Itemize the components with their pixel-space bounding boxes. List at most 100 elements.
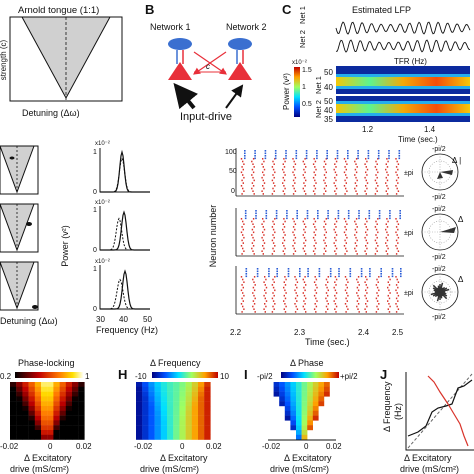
raster-spike-excitatory bbox=[271, 297, 274, 300]
delta-frequency-cell bbox=[148, 425, 155, 431]
delta-frequency-cell bbox=[142, 425, 149, 431]
delta-phase-cell bbox=[307, 415, 313, 421]
phase-locking-cell bbox=[16, 396, 23, 402]
raster-spike-excitatory bbox=[302, 278, 304, 281]
raster-spike-excitatory bbox=[356, 226, 358, 228]
raster-spike-excitatory bbox=[295, 292, 297, 294]
raster-spike-inhibitory bbox=[329, 275, 332, 278]
raster-ytick-0: 0 bbox=[231, 188, 235, 195]
delta-frequency-cell bbox=[179, 425, 186, 431]
panel-b-schematic: B Network 1 Network 2 c Input-drive bbox=[145, 2, 267, 123]
raster-spike-excitatory bbox=[240, 218, 243, 220]
delta-frequency-cell bbox=[204, 420, 211, 426]
raster-spike-excitatory bbox=[385, 236, 387, 239]
delta-phase-cell bbox=[284, 391, 291, 397]
raster-spike-excitatory bbox=[241, 239, 243, 242]
delta-frequency-cell bbox=[154, 420, 161, 426]
raster-spike-inhibitory bbox=[369, 275, 371, 278]
raster-spike-excitatory bbox=[357, 276, 360, 278]
raster-spike-excitatory bbox=[296, 300, 298, 302]
raster-spike-excitatory bbox=[262, 218, 264, 220]
phase-locking-cell bbox=[47, 406, 54, 411]
raster-spike-excitatory bbox=[335, 234, 338, 236]
raster-spike-inhibitory bbox=[316, 152, 318, 155]
raster-spike-excitatory bbox=[305, 179, 307, 182]
tfr-net1-label: Net 1 bbox=[314, 76, 323, 94]
raster-spike-excitatory bbox=[261, 250, 263, 252]
panel-delta-phase: I Δ Phase -pi/2 +pi/2 -0.02 0 0.02 Δ Exc… bbox=[244, 358, 358, 474]
raster-spike-excitatory bbox=[271, 284, 274, 286]
delta-phase-cell bbox=[324, 382, 330, 387]
raster-spike-excitatory bbox=[344, 276, 347, 278]
phase-locking-cell bbox=[10, 430, 17, 435]
raster-spike-excitatory bbox=[252, 176, 254, 179]
phase-locking-cell bbox=[59, 391, 66, 397]
delta-phase-xtick-3: 0.02 bbox=[326, 442, 342, 451]
tfr-colorbar bbox=[294, 67, 300, 117]
raster-spike-excitatory bbox=[283, 286, 285, 289]
raster-spike-excitatory bbox=[271, 193, 274, 195]
raster-spike-excitatory bbox=[387, 308, 389, 310]
raster-spike-excitatory bbox=[294, 190, 297, 192]
phase-locking-cell bbox=[41, 391, 48, 397]
raster-spike-inhibitory bbox=[357, 152, 359, 155]
polar-2-wedge bbox=[440, 227, 456, 233]
raster-spike-inhibitory bbox=[347, 155, 349, 157]
raster-spike-excitatory bbox=[283, 179, 286, 182]
delta-phase-cell bbox=[318, 396, 325, 402]
raster-spike-excitatory bbox=[252, 231, 255, 234]
raster-spike-excitatory bbox=[265, 300, 268, 302]
delta-phase-cell bbox=[312, 410, 319, 416]
raster-spike-excitatory bbox=[312, 236, 315, 239]
raster-spike-excitatory bbox=[303, 286, 305, 289]
raster-spike-inhibitory bbox=[299, 270, 301, 273]
delta-frequency-cell bbox=[154, 386, 161, 392]
raster-spike-inhibitory bbox=[349, 273, 352, 275]
raster-spike-excitatory bbox=[376, 176, 378, 179]
raster-spike-excitatory bbox=[292, 253, 295, 255]
raster-spike-excitatory bbox=[396, 278, 398, 281]
phase-locking-cell bbox=[47, 425, 54, 431]
raster-spike-excitatory bbox=[345, 247, 347, 250]
spectrum-1-ytick-1: 1 bbox=[93, 149, 97, 156]
raster-spike-excitatory bbox=[386, 253, 389, 255]
phase-locking-heatmap bbox=[10, 382, 85, 440]
raster-spike-excitatory bbox=[282, 168, 284, 171]
delta-frequency-cell bbox=[167, 406, 174, 411]
delta-frequency-tick-min: -10 bbox=[135, 372, 147, 381]
delta-phase-cell bbox=[312, 401, 319, 407]
raster-spike-excitatory bbox=[272, 234, 274, 236]
raster-spike-excitatory bbox=[345, 242, 347, 244]
raster-spike-excitatory bbox=[282, 228, 284, 231]
raster-spike-inhibitory bbox=[318, 268, 321, 270]
raster-spike-excitatory bbox=[387, 187, 389, 190]
raster-spike-excitatory bbox=[282, 223, 284, 225]
raster-spike-excitatory bbox=[240, 158, 243, 160]
raster-spike-excitatory bbox=[294, 242, 296, 244]
phase-locking-cell bbox=[34, 382, 42, 387]
raster-spike-inhibitory bbox=[285, 152, 287, 155]
raster-spike-inhibitory bbox=[347, 210, 350, 212]
raster-spike-excitatory bbox=[388, 276, 390, 278]
raster-spike-inhibitory bbox=[305, 157, 308, 160]
phase-locking-cell bbox=[16, 410, 23, 416]
delta-frequency-cell bbox=[154, 410, 161, 416]
raster-spike-inhibitory bbox=[317, 212, 319, 215]
raster-spike-excitatory bbox=[345, 234, 347, 236]
delta-frequency-cell bbox=[173, 430, 180, 435]
raster-spike-excitatory bbox=[375, 247, 377, 250]
raster-spike-excitatory bbox=[355, 171, 358, 174]
raster-spike-excitatory bbox=[355, 176, 357, 179]
raster-spike-excitatory bbox=[252, 158, 255, 160]
raster-spike-inhibitory bbox=[358, 215, 360, 217]
raster-spike-inhibitory bbox=[358, 212, 360, 215]
raster-spike-inhibitory bbox=[244, 210, 247, 212]
raster-spike-excitatory bbox=[395, 158, 397, 160]
raster-spike-inhibitory bbox=[326, 155, 328, 157]
raster-spike-excitatory bbox=[358, 297, 360, 300]
raster-spike-excitatory bbox=[243, 190, 245, 192]
raster-spike-excitatory bbox=[333, 286, 335, 289]
raster-spike-excitatory bbox=[283, 166, 286, 168]
raster-spike-excitatory bbox=[377, 231, 379, 234]
raster-spike-excitatory bbox=[325, 278, 328, 281]
